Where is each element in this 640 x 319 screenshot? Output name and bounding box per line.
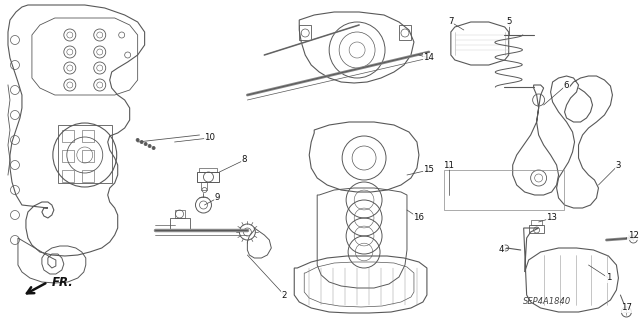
Text: 14: 14 <box>424 54 435 63</box>
Bar <box>200 168 218 172</box>
Bar <box>531 220 541 225</box>
Text: 10: 10 <box>204 133 215 143</box>
Text: 1: 1 <box>605 273 611 283</box>
Text: 11: 11 <box>444 160 454 169</box>
Text: 6: 6 <box>564 80 570 90</box>
Bar <box>62 150 74 162</box>
Circle shape <box>140 140 143 144</box>
Text: 16: 16 <box>413 213 424 222</box>
Bar <box>62 130 74 142</box>
Bar <box>175 210 184 218</box>
Bar <box>399 25 411 40</box>
Bar <box>529 225 543 233</box>
Circle shape <box>152 146 155 150</box>
Bar <box>82 150 94 162</box>
Text: 2: 2 <box>282 291 287 300</box>
Bar <box>202 182 207 190</box>
Text: 13: 13 <box>546 213 557 222</box>
Text: 8: 8 <box>242 155 247 165</box>
Text: 15: 15 <box>424 166 435 174</box>
Circle shape <box>136 138 139 142</box>
Bar <box>170 218 189 230</box>
Bar <box>58 125 112 183</box>
Bar <box>198 172 220 182</box>
Text: 5: 5 <box>506 18 511 26</box>
Text: 7: 7 <box>448 18 454 26</box>
Text: SEP4A1840: SEP4A1840 <box>522 298 571 307</box>
Text: 3: 3 <box>616 160 621 169</box>
Circle shape <box>144 143 147 145</box>
Bar <box>300 25 311 40</box>
Bar <box>62 170 74 182</box>
Text: 4: 4 <box>499 246 504 255</box>
Text: 17: 17 <box>621 303 632 313</box>
Bar <box>82 130 94 142</box>
Bar <box>82 170 94 182</box>
Text: 9: 9 <box>215 194 220 203</box>
Text: 12: 12 <box>628 231 639 240</box>
Circle shape <box>148 145 151 147</box>
Text: FR.: FR. <box>52 276 74 288</box>
